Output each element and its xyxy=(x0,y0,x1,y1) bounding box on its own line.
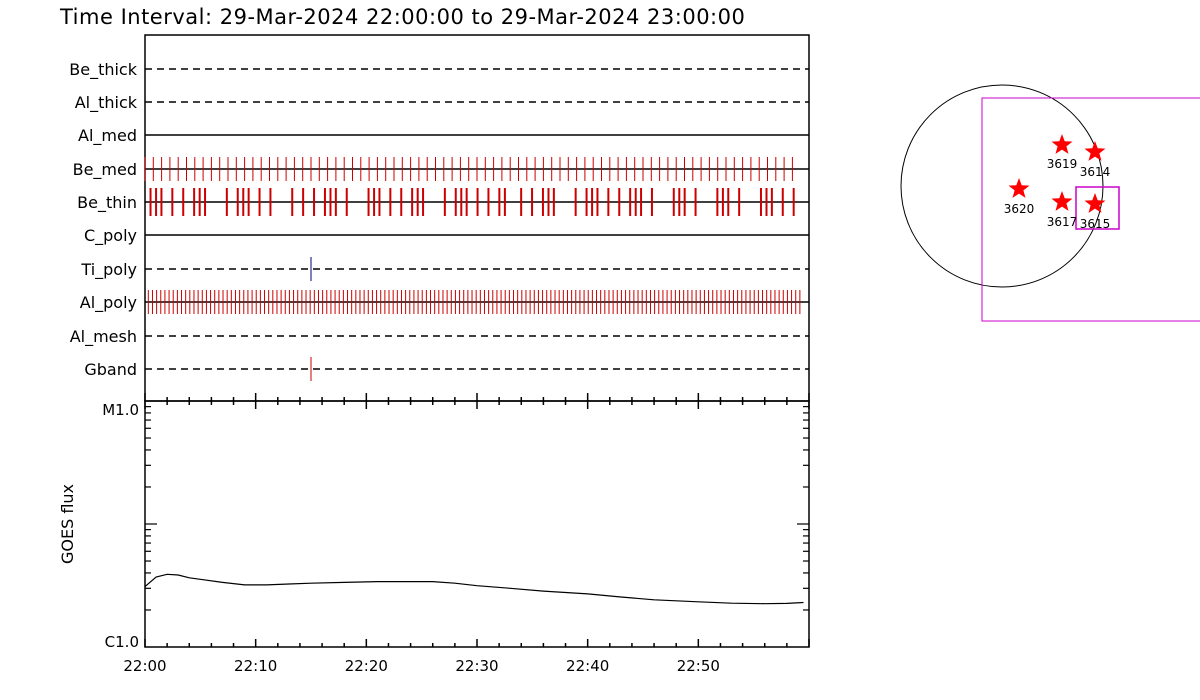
channel-label: Al_poly xyxy=(80,293,137,313)
y-tick-label: M1.0 xyxy=(102,401,139,419)
field-of-view-small xyxy=(1075,186,1120,230)
channel-label: Ti_poly xyxy=(80,260,137,280)
x-tick-label: 22:00 xyxy=(123,657,166,675)
region-star-icon xyxy=(1084,193,1106,213)
region-label: 3617 xyxy=(1047,215,1078,229)
x-tick-label: 22:30 xyxy=(455,657,498,675)
region-label: 3620 xyxy=(1004,202,1035,216)
region-label: 3615 xyxy=(1080,217,1111,231)
region-label: 3619 xyxy=(1047,157,1078,171)
goes-frame xyxy=(144,400,810,648)
goes-panel: 22:00 22:10 22:20 22:30 22:40 22:50 M1.0 C1.0 GO… xyxy=(58,393,810,675)
x-tick-label: 22:40 xyxy=(566,657,609,675)
chart-title: Time Interval: 29-Mar-2024 22:00:00 to 2… xyxy=(59,5,745,29)
channel-label: Al_mesh xyxy=(70,327,137,347)
y-tick-label: C1.0 xyxy=(105,633,139,651)
channel-label: Be_thick xyxy=(69,60,137,80)
y-axis-label: GOES flux xyxy=(58,484,77,564)
x-tick-label: 22:10 xyxy=(234,657,277,675)
region-star-icon xyxy=(1051,134,1073,154)
region-star-icon xyxy=(1084,141,1106,161)
channel-label: Al_med xyxy=(78,126,137,146)
channel-label: Gband xyxy=(84,360,137,379)
region-star-icon xyxy=(1051,191,1073,211)
field-of-view-large xyxy=(981,97,1200,322)
goes-flux-line xyxy=(144,573,804,605)
x-tick-label: 22:50 xyxy=(677,657,720,675)
x-tick-label: 22:20 xyxy=(345,657,388,675)
solar-limb xyxy=(900,84,1104,288)
channel-label: Be_med xyxy=(73,160,137,180)
timeline-panel: Be_thick Al_thick Al_med Be_med Be_thin C_pol… xyxy=(69,34,810,402)
channel-label: Al_thick xyxy=(75,93,138,113)
channel-label: Be_thin xyxy=(77,193,137,213)
timeline-frame xyxy=(144,34,810,402)
region-star-icon xyxy=(1008,178,1030,198)
region-label: 3614 xyxy=(1080,165,1111,179)
channel-label: C_poly xyxy=(84,226,137,246)
